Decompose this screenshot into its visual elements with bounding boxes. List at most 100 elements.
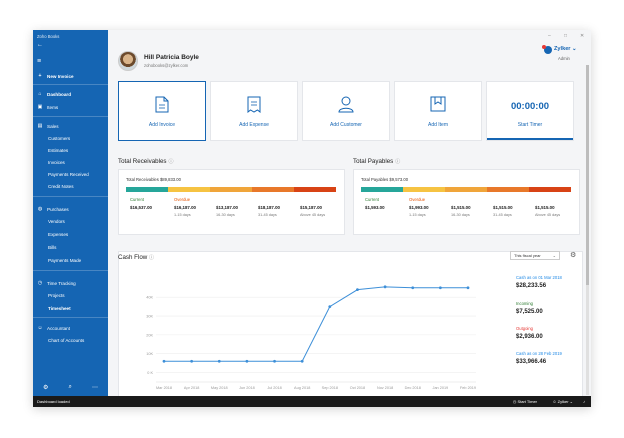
close-icon[interactable]: ✕ [580,33,585,39]
data-point [438,286,442,290]
sidebar-item-sales[interactable]: ▤ Sales [36,123,59,129]
status-text: Dashboard loaded [37,399,70,404]
x-tick-label: Aug 2018 [294,386,310,390]
data-point [328,305,332,309]
amount-value[interactable]: $16,537.00 [130,205,152,210]
overdue-segment-1 [403,187,445,192]
sidebar-item-projects[interactable]: Projects [48,293,65,298]
vertical-scrollbar[interactable] [586,65,589,395]
amount-value[interactable]: $16,187.00 [174,205,196,210]
amount-value[interactable]: $1,515.00 [451,205,471,210]
sidebar-item-credit-notes[interactable]: Credit Notes [48,184,74,189]
more-icon[interactable]: ⋯ [91,385,98,391]
x-tick-label: Mar 2018 [156,386,172,390]
statusbar-org-switcher[interactable]: ☺ Zylker ⌄ [552,399,573,404]
sidebar-item-customers[interactable]: Customers [48,136,71,141]
info-icon[interactable]: ⓘ [395,159,401,165]
sidebar-item-estimates[interactable]: Estimates [48,148,69,153]
timer-display: 00:00:00 [510,101,550,112]
new-invoice-button[interactable]: + New Invoice [36,73,74,79]
sidebar-item-items[interactable]: ▣ Items [36,104,59,110]
sidebar-item-invoices[interactable]: Invoices [48,160,65,165]
sidebar-item-dashboard[interactable]: ⌂ Dashboard [36,91,71,97]
add-invoice-button[interactable]: Add Invoice [118,81,206,141]
aging-range: Above 45 days [535,213,561,217]
payables-card: Total Payables $9,573.00 Current Overdue… [353,169,580,235]
amount-value[interactable]: $1,593.00 [365,205,385,210]
status-bar: Dashboard loaded ◷ Start Timer ☺ Zylker … [33,396,591,407]
statusbar-timer-button[interactable]: ◷ Start Timer [512,399,537,404]
amount-value[interactable]: $15,187.00 [300,205,322,210]
y-tick-label: 30K [146,315,153,319]
sidebar-item-label: Dashboard [47,91,71,97]
x-tick-label: Sep 2018 [322,386,338,390]
sidebar-bottom-bar: ⚙ ⌕ ⋯ [33,384,108,391]
sidebar-item-label: Sales [47,123,59,129]
add-invoice-label: Add Invoice [148,122,176,128]
back-arrow-icon[interactable]: ← [37,42,43,48]
data-point [300,359,304,363]
period-select[interactable]: This fiscal year ⌄ [510,251,560,260]
receivables-title: Total Receivables [118,158,167,165]
x-tick-label: Dec 2018 [405,386,421,390]
app-window: Zoho Books ← ≡ + New Invoice ⌂ Dashboard… [33,30,591,407]
add-expense-label: Add Expense [239,122,269,128]
user-email: zohobooks@zylker.com [144,63,189,68]
x-tick-label: May 2018 [211,386,228,390]
add-item-button[interactable]: Add Item [394,81,482,141]
hamburger-menu-icon[interactable]: ≡ [37,58,42,65]
maximize-icon[interactable]: □ [564,33,568,39]
x-tick-label: Jan 2019 [433,386,449,390]
sidebar-item-chart-of-accounts[interactable]: Chart of Accounts [48,338,85,343]
search-icon[interactable]: ⌕ [68,384,72,390]
sidebar-item-bills[interactable]: Bills [48,245,57,250]
sidebar-item-purchases[interactable]: ◍ Purchases [36,206,69,212]
bag-icon: ◍ [37,206,43,212]
cash-start-value: $28,233.56 [516,283,547,289]
main-content: – □ ✕ Hill Patricia Boyle zohobooks@zylk… [108,30,591,396]
item-icon [430,96,446,112]
payables-title: Total Payables [353,158,394,165]
minimize-icon[interactable]: – [548,33,551,39]
add-customer-label: Add Customer [330,122,362,128]
sidebar-item-timesheet[interactable]: Timesheet [48,306,71,311]
sidebar-item-payments-received[interactable]: Payments Received [48,172,89,177]
aging-range: 16-30 days [451,213,470,217]
org-switcher[interactable]: Zylker ⌄ [554,46,577,52]
amount-value[interactable]: $1,515.00 [493,205,513,210]
overdue-segment-4 [529,187,571,192]
aging-range: 1-15 days [174,213,191,217]
sidebar-item-expenses[interactable]: Expenses [48,232,69,237]
start-timer-button[interactable]: 00:00:00 Start Timer [486,81,574,141]
settings-gear-icon[interactable]: ⚙ [43,385,49,391]
chart-settings-icon[interactable]: ⚙ [570,252,577,259]
scrollbar-thumb[interactable] [586,65,589,285]
timer-underline [487,138,573,140]
aging-range: 16-30 days [216,213,235,217]
org-name: Zylker [554,46,571,52]
info-icon[interactable]: ⓘ [148,255,154,261]
aging-range: 31-45 days [493,213,512,217]
info-icon[interactable]: ⓘ [168,159,174,165]
add-customer-button[interactable]: Add Customer [302,81,390,141]
sidebar-item-payments-made[interactable]: Payments Made [48,258,82,263]
receivables-aging-bar [126,187,336,192]
sidebar-divider [33,196,108,197]
amount-value[interactable]: $1,993.00 [409,205,429,210]
x-tick-label: Apr 2018 [184,386,199,390]
avatar[interactable] [118,51,138,71]
amount-value[interactable]: $13,187.00 [216,205,238,210]
current-label: Current [365,197,379,202]
period-select-value: This fiscal year [514,253,541,258]
data-point [245,359,249,363]
sidebar-item-accountant[interactable]: ☺ Accountant [36,325,70,331]
app-title: Zoho Books [37,34,60,39]
sidebar-item-vendors[interactable]: Vendors [48,219,65,224]
sidebar: Zoho Books ← ≡ + New Invoice ⌂ Dashboard… [33,30,108,396]
amount-value[interactable]: $1,515.00 [535,205,555,210]
add-expense-button[interactable]: Add Expense [210,81,298,141]
amount-value[interactable]: $18,187.00 [258,205,280,210]
bell-icon[interactable]: ♪ [583,399,585,404]
sidebar-item-time-tracking[interactable]: ◷ Time Tracking [36,280,76,286]
x-tick-label: Nov 2018 [377,386,393,390]
